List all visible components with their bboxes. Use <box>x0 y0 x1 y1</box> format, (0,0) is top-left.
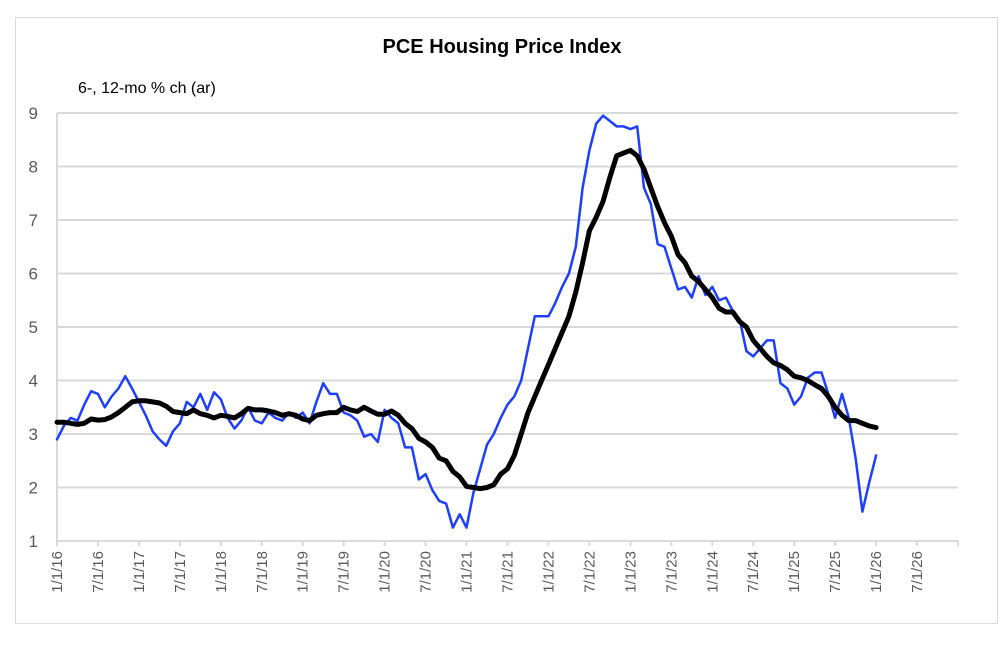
x-tick-labels: 1/1/16 7/1/16 1/1/17 7/1/17 1/1/18 7/1/18 1/1/… <box>49 551 926 593</box>
axes <box>56 113 959 546</box>
series-line-6mo <box>55 114 878 529</box>
x-tick-label: 7/1/22 <box>581 551 598 593</box>
x-tick-label: 1/1/20 <box>377 551 394 593</box>
y-tick-label: 5 <box>29 318 38 337</box>
x-tick-label: 1/1/16 <box>49 551 66 593</box>
y-tick-labels: 1 2 3 4 5 6 7 8 9 <box>29 104 38 551</box>
gridlines <box>57 112 958 489</box>
x-tick-label: 7/1/21 <box>500 551 517 593</box>
x-tick-label: 7/1/18 <box>254 551 271 593</box>
x-tick-label: 7/1/20 <box>418 551 435 593</box>
y-tick-label: 6 <box>29 265 38 284</box>
x-tick-label: 1/1/22 <box>540 551 557 593</box>
y-tick-label: 9 <box>29 104 38 123</box>
y-axis-label: 6-, 12-mo % ch (ar) <box>78 80 216 97</box>
x-tick-label: 1/1/24 <box>704 551 721 593</box>
x-tick-label: 7/1/17 <box>172 551 189 593</box>
x-tick-label: 7/1/26 <box>909 551 926 593</box>
y-tick-label: 7 <box>29 211 38 230</box>
y-tick-label: 2 <box>29 479 38 498</box>
chart-frame <box>15 17 998 624</box>
chart-title: PCE Housing Price Index <box>382 36 622 58</box>
y-tick-label: 3 <box>29 425 38 444</box>
x-tick-label: 1/1/23 <box>622 551 639 593</box>
x-tick-label: 7/1/25 <box>827 551 844 593</box>
y-tick-label: 1 <box>29 532 38 551</box>
series-line-12mo <box>54 147 879 492</box>
y-tick-label: 4 <box>29 372 38 391</box>
x-tick-label: 1/1/17 <box>131 551 148 593</box>
series-lines <box>54 114 879 529</box>
x-tick-label: 7/1/23 <box>663 551 680 593</box>
x-tick-label: 1/1/19 <box>295 551 312 593</box>
x-tick-label: 7/1/24 <box>745 551 762 593</box>
x-tick-label: 7/1/16 <box>90 551 107 593</box>
x-tick-label: 1/1/18 <box>213 551 230 593</box>
y-tick-label: 8 <box>29 158 38 177</box>
x-tick-label: 1/1/21 <box>459 551 476 593</box>
x-tick-label: 1/1/25 <box>786 551 803 593</box>
x-tick-label: 7/1/19 <box>336 551 353 593</box>
x-tick-label: 1/1/26 <box>868 551 885 593</box>
